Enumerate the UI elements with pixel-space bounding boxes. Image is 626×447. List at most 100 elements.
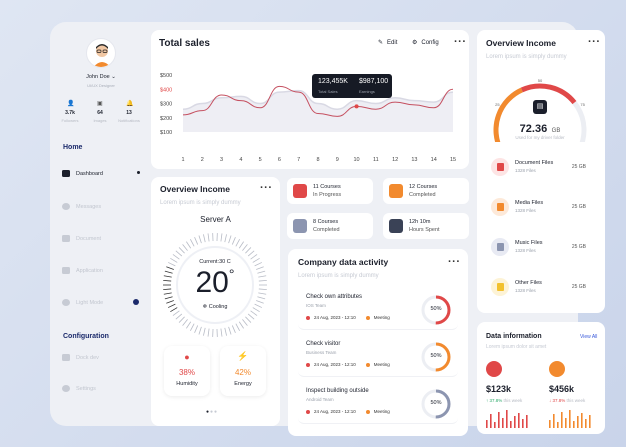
course-card-completed[interactable]: 12 Courses Completed — [383, 178, 469, 204]
x-tick-label: 6 — [278, 157, 281, 163]
mini-bar — [565, 418, 567, 428]
data-info-right-value: $456k — [549, 384, 575, 394]
overview-left-more-icon[interactable]: ··· — [260, 182, 273, 194]
sidebar-item-messages[interactable]: Messages — [62, 203, 101, 210]
course-card-completed-2[interactable]: 8 Courses Completed — [287, 213, 373, 239]
dial-tick — [250, 310, 258, 316]
carousel-dots[interactable]: ●●● — [206, 409, 219, 415]
avatar[interactable] — [86, 38, 116, 68]
mini-bar — [502, 418, 504, 428]
edit-button[interactable]: ✎ Edit — [378, 39, 398, 47]
activity-item-title: Inspect building outside — [306, 388, 369, 394]
data-info-title: Data information — [486, 333, 542, 340]
activity-title: Company data activity — [298, 257, 389, 267]
dial-tick — [242, 319, 248, 326]
date-dot — [306, 315, 310, 320]
hours-spent-card[interactable]: 12h 10m Hours Spent — [383, 213, 469, 239]
mini-bar — [553, 414, 555, 428]
mini-bar — [585, 419, 587, 428]
media-file-icon — [491, 198, 509, 216]
temperature-dial[interactable] — [160, 230, 270, 340]
y-tick-label: $300 — [160, 102, 172, 108]
dial-tick — [242, 244, 248, 251]
dial-tick — [207, 328, 210, 337]
view-all-link[interactable]: View All — [580, 334, 598, 340]
gauge-fill-orange — [493, 87, 523, 142]
humidity-value: 38% — [178, 368, 195, 377]
sidebar-item-application[interactable]: Application — [62, 267, 103, 274]
earnings-icon — [549, 361, 565, 377]
sidebar-item-document[interactable]: Document — [62, 235, 101, 242]
config-button[interactable]: ⚙ Config — [412, 39, 439, 47]
dial-tick — [163, 288, 172, 291]
dial-tick — [228, 235, 232, 244]
dial-tick — [163, 292, 172, 295]
file-category-item[interactable]: Music Files 1328 Files 25 GB — [484, 231, 594, 263]
mini-bar — [498, 412, 500, 428]
humidity-label: Humidity — [176, 381, 198, 387]
activity-item-meta: 24 Aug, 2023 - 12:10 Meeting — [306, 362, 390, 367]
activity-item[interactable]: Check visitor Business Team 24 Aug, 2023 -… — [298, 337, 458, 377]
sidebar-item-dashboard[interactable]: Dashboard — [62, 170, 103, 177]
dial-tick — [170, 307, 178, 313]
dial-tick — [172, 310, 180, 316]
overview-left-subtitle: Lorem ipsum is simply dummy — [160, 200, 241, 206]
profile-name[interactable]: John Doe ⌄ — [86, 74, 116, 80]
sidebar-item-dock-dev[interactable]: Dock dev — [62, 354, 99, 361]
x-tick-label: 4 — [239, 157, 242, 163]
overview-right-more-icon[interactable]: ··· — [588, 36, 601, 48]
sidebar-item-settings[interactable]: Settings — [62, 385, 96, 392]
document-file-icon — [491, 158, 509, 176]
total-sales-title: Total sales — [159, 38, 210, 49]
dial-tick — [258, 288, 267, 291]
current-temp-label: Current:30 C — [199, 259, 231, 265]
dial-tick — [252, 257, 260, 263]
stat-followers: 3.7k Followers — [61, 110, 79, 123]
sales-more-icon[interactable]: ··· — [454, 36, 467, 48]
activity-item[interactable]: Check own attributes IOS Team 24 Aug, 2023… — [298, 290, 458, 330]
y-tick-label: $400 — [160, 87, 172, 93]
images-icon: ▣ — [97, 101, 103, 107]
dial-tick — [257, 296, 266, 300]
activity-more-icon[interactable]: ··· — [448, 256, 461, 268]
sidebar-item-light-mode[interactable]: Light Mode — [62, 299, 103, 306]
course-card-in-progress[interactable]: 11 Courses In Progress — [287, 178, 373, 204]
dial-tick — [256, 300, 264, 304]
file-category-item[interactable]: Document Files 1328 Files 25 GB — [484, 151, 594, 183]
data-info-bars — [486, 410, 591, 428]
dial-tick — [224, 234, 227, 243]
overview-left-title: Overview Income — [160, 184, 230, 194]
file-category-item[interactable]: Other Files 1328 Files 25 GB — [484, 271, 594, 303]
dial-tick — [203, 327, 206, 336]
file-count: 1328 Files — [515, 208, 536, 213]
dial-tick — [235, 239, 240, 247]
mini-bar — [589, 415, 591, 428]
clock-icon — [293, 219, 307, 233]
activity-item-title: Check visitor — [306, 341, 341, 347]
mini-bar — [569, 410, 571, 428]
dial-tick — [231, 237, 236, 245]
dial-tick — [166, 266, 174, 270]
activity-item[interactable]: Inspect building outside Android Team 24 A… — [298, 384, 458, 424]
mini-bar — [506, 410, 508, 428]
snowflake-icon: ❄ — [202, 304, 208, 310]
tag-dot — [365, 315, 370, 320]
activity-item-team: IOS Team — [306, 303, 326, 308]
temperature-value: 20° — [195, 266, 235, 299]
mini-bar — [490, 414, 492, 428]
sales-marker[interactable] — [354, 104, 359, 109]
music-file-icon — [491, 238, 509, 256]
activity-item-meta: 24 Aug, 2023 - 12:10 Meeting — [306, 315, 390, 320]
sales-tooltip: 123,455K Total Sales $987,100 Earnings — [312, 74, 392, 98]
dial-tick — [258, 275, 267, 278]
chart-icon — [389, 219, 403, 233]
dial-tick — [194, 325, 199, 333]
dial-tick — [238, 321, 244, 329]
light-mode-toggle[interactable] — [133, 299, 139, 305]
data-info-left-change: ↑ 37.8% this week — [486, 398, 523, 403]
file-category-item[interactable]: Media Files 1328 Files 25 GB — [484, 191, 594, 223]
file-size: 25 GB — [571, 244, 586, 250]
dial-tick — [238, 241, 244, 249]
dial-tick — [178, 316, 185, 323]
